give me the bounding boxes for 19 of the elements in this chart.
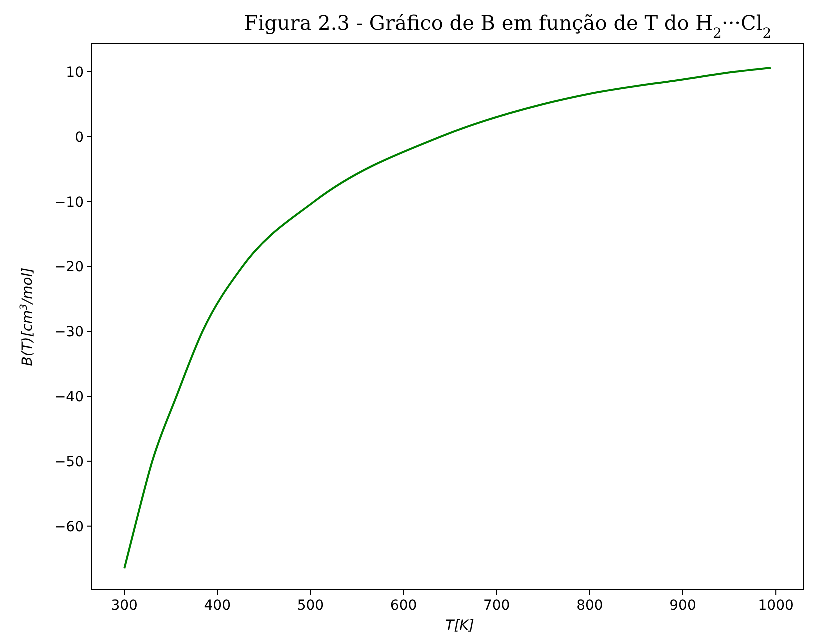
x-tick-label: 900	[670, 598, 696, 614]
x-tick-label: 600	[390, 598, 418, 614]
line-series	[124, 67, 772, 570]
x-tick-label: 700	[483, 598, 510, 614]
x-axis-title: T[K]	[446, 618, 474, 634]
y-tick-label: −30	[54, 324, 84, 341]
x-tick-label: 300	[111, 598, 138, 614]
y-tick-label: −40	[54, 390, 84, 406]
y-tick-label: −60	[54, 519, 84, 536]
y-tick-label: 10	[66, 64, 84, 81]
x-tick-label: 500	[297, 598, 324, 614]
y-tick-label: −10	[54, 194, 84, 211]
chart-title: Figura 2.3 - Gráfico de B em função de T do H$_{2}$···Cl$_{2}$	[244, 11, 772, 42]
y-tick-label: 0	[75, 130, 84, 146]
x-tick-label: 800	[576, 598, 604, 614]
x-tick-label: 400	[204, 598, 232, 614]
y-tick-label: −20	[54, 260, 84, 276]
x-tick-label: 1000	[758, 598, 794, 614]
y-tick-label: −50	[54, 454, 84, 470]
